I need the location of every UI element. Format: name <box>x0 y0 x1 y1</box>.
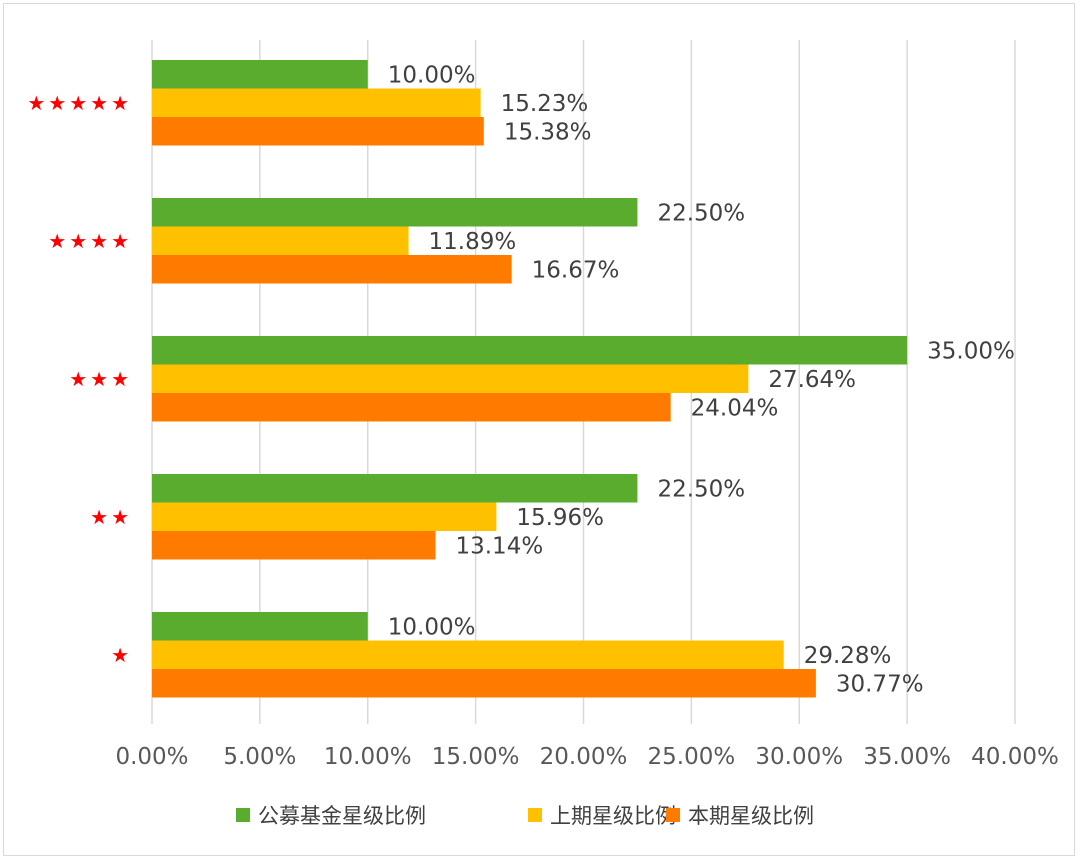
data-label: 13.14% <box>455 533 543 559</box>
bar-2-1 <box>152 88 481 117</box>
x-tick-label: 40.00% <box>971 744 1059 770</box>
category-label: ★★★ <box>69 367 132 391</box>
data-labels: 10.00% 15.23%15.38% 22.50% 11.89% 16.67% 35.0… <box>388 62 1015 697</box>
legend-label: 上期星级比例 <box>550 804 676 828</box>
bar-3-3 <box>152 393 671 422</box>
x-tick-label: 0.00% <box>115 744 188 770</box>
category-label: ★★★★ <box>48 229 132 253</box>
data-label: 10.00% <box>388 62 476 88</box>
legend-swatch <box>236 808 250 822</box>
x-tick-label: 15.00% <box>432 744 520 770</box>
category-label: ★★★★★ <box>27 91 132 115</box>
data-label: 24.04% <box>691 395 779 421</box>
bars <box>152 60 908 698</box>
bar-2-5 <box>152 640 784 669</box>
bar-3-2 <box>152 255 512 284</box>
category-labels: ★★★★★★★★★★★★★★★ <box>27 91 132 667</box>
category-label: ★ <box>111 643 132 667</box>
data-label: 29.28% <box>804 643 892 669</box>
x-axis-tick-labels: 0.00% 5.00% 10.00% 15.00% 20.00% 25.00% 30.00%… <box>115 744 1058 770</box>
data-label: 22.50% <box>657 476 745 502</box>
data-label: 30.77% <box>836 671 924 697</box>
bar-3-4 <box>152 531 436 560</box>
data-label: 11.89% <box>429 229 517 255</box>
data-label: 27.64% <box>768 367 856 393</box>
x-tick-label: 25.00% <box>648 744 736 770</box>
legend-swatch <box>666 808 680 822</box>
bar-3-1 <box>152 117 484 146</box>
legend-label: 本期星级比例 <box>688 804 814 828</box>
data-label: 16.67% <box>532 257 620 283</box>
data-label: 15.96% <box>516 505 604 531</box>
x-tick-label: 10.00% <box>324 744 412 770</box>
x-tick-label: 35.00% <box>863 744 951 770</box>
legend-label: 公募基金星级比例 <box>258 804 426 828</box>
legend-swatch <box>528 808 542 822</box>
bar-1-4 <box>152 474 638 503</box>
bar-2-4 <box>152 502 497 531</box>
bar-1-2 <box>152 198 638 227</box>
x-tick-label: 30.00% <box>755 744 843 770</box>
category-label: ★★ <box>90 505 132 529</box>
data-label: 15.23% <box>501 91 589 117</box>
bar-3-5 <box>152 669 816 698</box>
bar-1-1 <box>152 60 368 89</box>
bar-2-3 <box>152 364 749 393</box>
x-tick-label: 5.00% <box>223 744 296 770</box>
bar-1-3 <box>152 336 908 365</box>
x-tick-label: 20.00% <box>540 744 628 770</box>
legend: 公募基金星级比例 上期星级比例 本期星级比例 <box>236 804 814 828</box>
data-label: 22.50% <box>657 200 745 226</box>
data-label: 10.00% <box>388 614 476 640</box>
bar-1-5 <box>152 612 368 641</box>
data-label: 15.38% <box>504 119 592 145</box>
bar-2-2 <box>152 226 409 255</box>
data-label: 35.00% <box>927 338 1015 364</box>
